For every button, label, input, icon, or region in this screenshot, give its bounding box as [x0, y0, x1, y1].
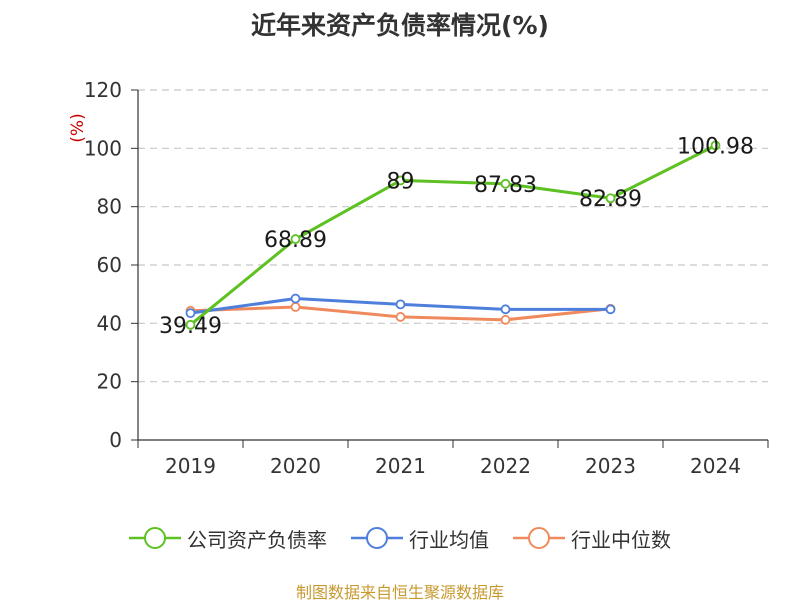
legend-item[interactable]: 行业中位数	[513, 524, 671, 553]
data-point[interactable]	[605, 193, 616, 204]
legend-marker-icon	[351, 527, 403, 549]
x-tick-label: 2021	[375, 454, 426, 478]
y-tick-label: 0	[109, 428, 122, 452]
data-point[interactable]	[185, 308, 196, 319]
axes: 0 20 40 60 80 100 120 2019 2020 2021 2022 2023 2024 (…	[68, 78, 769, 478]
y-tick-label: 40	[97, 311, 122, 335]
data-point[interactable]	[395, 312, 406, 322]
y-tick-label: 80	[97, 195, 122, 219]
x-tick-label: 2019	[165, 454, 216, 478]
chart-title: 近年来资产负债率情况(%)	[251, 11, 549, 40]
data-source-note: 制图数据来自恒生聚源数据库	[295, 583, 504, 602]
y-axis-label: (%)	[68, 113, 88, 142]
y-tick-label: 120	[84, 78, 122, 102]
x-tick-label: 2024	[690, 454, 741, 478]
data-label: 100.98	[677, 134, 754, 159]
data-point[interactable]	[395, 299, 406, 310]
data-point[interactable]	[290, 234, 301, 244]
y-tick-label: 20	[97, 370, 122, 394]
legend: 公司资产负债率 行业均值 行业中位数	[0, 518, 800, 558]
data-label: 68.89	[264, 228, 327, 253]
data-point[interactable]	[710, 140, 721, 151]
data-label: 39.49	[159, 314, 222, 339]
data-point[interactable]	[500, 314, 511, 325]
data-label: 87.83	[474, 173, 537, 198]
data-point[interactable]	[500, 304, 511, 315]
data-point[interactable]	[185, 319, 196, 330]
data-point[interactable]	[605, 304, 616, 315]
data-label: 82.89	[579, 187, 642, 212]
legend-marker-icon	[513, 527, 565, 549]
data-point[interactable]	[500, 178, 511, 189]
data-point[interactable]	[290, 293, 301, 304]
data-point[interactable]	[395, 175, 406, 186]
y-tick-label: 60	[97, 253, 122, 277]
legend-label: 行业均值	[409, 527, 489, 552]
data-labels: 39.49 68.89 89 87.83 82.89 100.98	[159, 134, 754, 338]
legend-item[interactable]: 行业均值	[351, 524, 489, 553]
data-point[interactable]	[290, 302, 301, 312]
legend-item[interactable]: 公司资产负债率	[129, 524, 327, 553]
y-tick-label: 100	[84, 136, 122, 160]
series-lines	[185, 140, 721, 330]
legend-label: 行业中位数	[571, 527, 671, 552]
series-line-0	[189, 144, 717, 326]
x-tick-label: 2020	[270, 454, 321, 478]
x-tick-label: 2022	[480, 454, 531, 478]
legend-label: 公司资产负债率	[187, 527, 327, 552]
x-tick-label: 2023	[585, 454, 636, 478]
legend-marker-icon	[129, 527, 181, 549]
data-label: 89	[387, 169, 415, 194]
grid-lines	[138, 89, 768, 383]
